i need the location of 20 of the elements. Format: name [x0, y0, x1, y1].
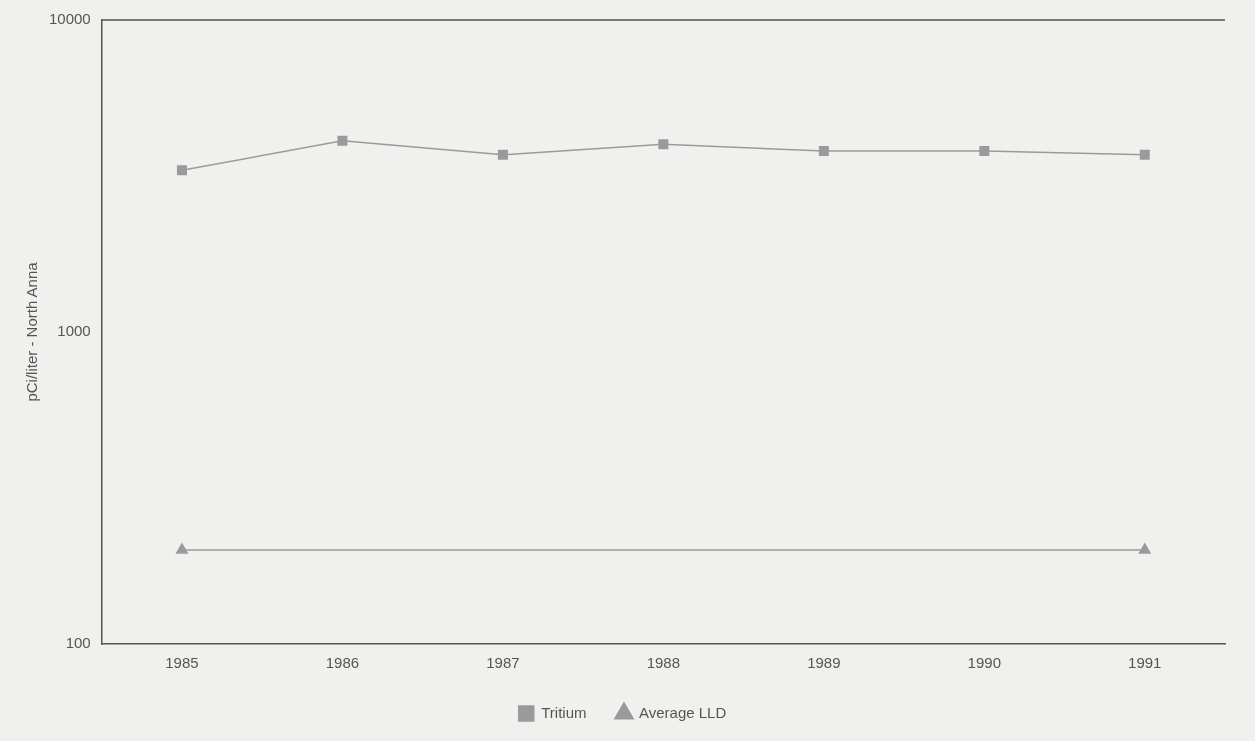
x-tick-label: 1990: [967, 654, 1001, 672]
y-tick-label: 1000: [57, 322, 91, 340]
y-tick-label: 10000: [48, 10, 91, 28]
point: [658, 139, 669, 150]
legend-label: Average LLD: [638, 703, 727, 721]
y-tick-label: 100: [65, 634, 91, 652]
x-tick-label: 1989: [807, 654, 841, 672]
point: [818, 146, 829, 157]
x-tick-label: 1986: [325, 654, 360, 672]
legend-label: Tritium: [541, 703, 587, 721]
point: [979, 146, 990, 157]
x-tick-label: 1988: [646, 654, 681, 672]
x-tick-label: 1987: [486, 654, 520, 672]
point: [1139, 149, 1150, 160]
point: [337, 135, 348, 146]
point: [176, 165, 187, 176]
x-tick-label: 1991: [1128, 654, 1162, 672]
point: [497, 149, 508, 160]
y-axis-title: pCi/liter - North Anna: [23, 261, 41, 402]
x-tick-label: 1985: [165, 654, 199, 672]
